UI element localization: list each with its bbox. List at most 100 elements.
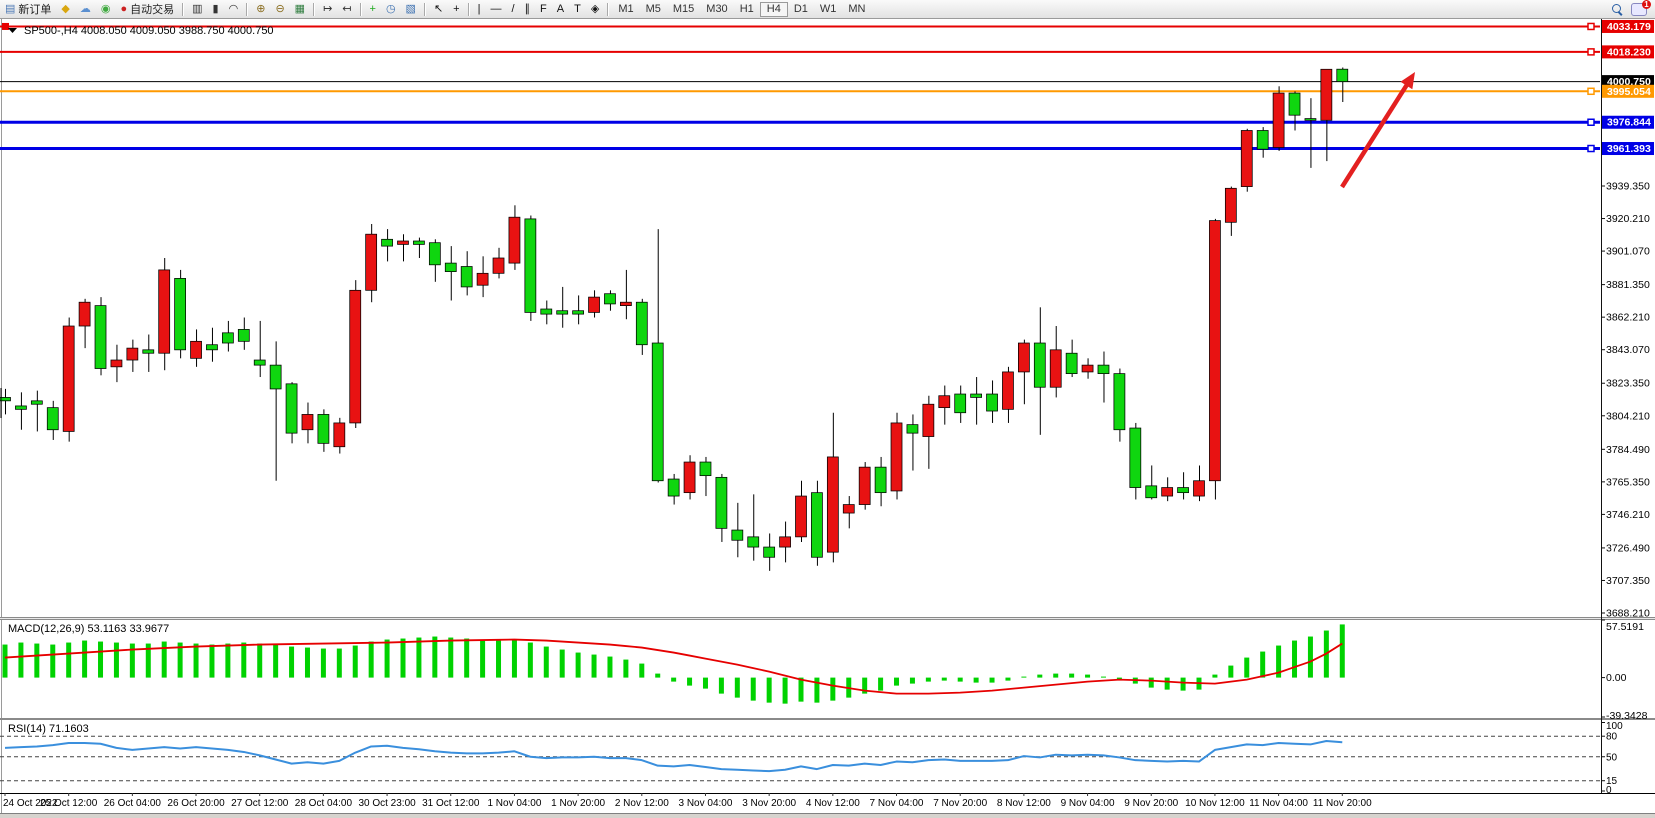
horizontal-lines-layer[interactable]	[0, 22, 1600, 153]
vertical-line-icon[interactable]: |	[473, 1, 486, 17]
resistance-line-2[interactable]	[0, 48, 1600, 56]
chat-icon[interactable]: 1	[1631, 0, 1651, 16]
resistance-line-1-badge: 4033.179	[1602, 19, 1654, 33]
label-icon[interactable]: T	[569, 1, 586, 17]
svg-text:11 Nov 20:00: 11 Nov 20:00	[1313, 798, 1372, 809]
macd-bar	[1164, 677, 1170, 690]
macd-bar	[161, 641, 167, 678]
macd-bar	[607, 656, 613, 678]
line-chart-icon[interactable]: ◠	[224, 1, 244, 17]
zoom-in-icon[interactable]: ⊕	[251, 1, 270, 17]
arrows-icon-icon: ◈	[590, 3, 600, 15]
svg-text:3823.350: 3823.350	[1606, 378, 1650, 390]
svg-text:9 Nov 04:00: 9 Nov 04:00	[1061, 798, 1115, 809]
candle-body	[301, 414, 314, 431]
candle-body	[699, 461, 712, 477]
macd-bar	[1339, 624, 1345, 678]
new-order-button[interactable]: ▤ 新订单	[0, 1, 56, 17]
macd-bar	[543, 646, 549, 678]
candle-body	[30, 400, 43, 405]
macd-bar	[830, 677, 836, 701]
bar-chart-icon[interactable]: ▥	[187, 1, 207, 17]
candle-body	[779, 536, 791, 548]
crosshair-icon[interactable]: +	[448, 1, 464, 17]
macd-bar	[66, 642, 72, 678]
support-line-1[interactable]	[0, 118, 1600, 126]
timeframe-MN[interactable]: MN	[848, 2, 866, 15]
macd-bar	[1053, 673, 1059, 678]
candle-body	[572, 310, 584, 315]
macd-bar	[1260, 651, 1266, 678]
macd-bar	[50, 644, 56, 678]
macd-bar	[591, 654, 597, 678]
zoom-out-icon[interactable]: ⊖	[270, 1, 289, 17]
candle-body	[747, 536, 760, 548]
timeframe-M5[interactable]: M5	[645, 2, 661, 15]
arrow-head	[1400, 72, 1415, 90]
macd-bar	[336, 648, 342, 678]
timeframe-W1[interactable]: W1	[819, 2, 837, 15]
arrows-icon[interactable]: ◈	[586, 1, 604, 17]
horizontal-line-icon[interactable]: —	[485, 1, 506, 17]
autotrade-button[interactable]: ● 自动交易	[115, 1, 179, 17]
timeframe-D1[interactable]: D1	[793, 2, 808, 15]
macd-bar	[511, 639, 517, 678]
orange-level-line[interactable]	[0, 87, 1600, 96]
candle-body	[476, 272, 489, 286]
timeframe-H1[interactable]: H1	[739, 2, 754, 15]
trend-arrow[interactable]	[1340, 72, 1415, 189]
trendline-icon[interactable]: /	[506, 1, 519, 17]
cursor-icon[interactable]: ↖	[429, 1, 448, 17]
chart-shift-icon[interactable]: ↤	[337, 1, 356, 17]
candle-body	[1209, 220, 1221, 482]
auto-scroll-icon[interactable]: ↦	[318, 1, 337, 17]
candle-body	[46, 407, 59, 431]
candle-body	[1161, 487, 1174, 497]
pane-separator[interactable]	[0, 617, 1655, 620]
candle-body	[651, 342, 664, 482]
periods-icon[interactable]: ◷	[381, 1, 401, 17]
timeframe-M1[interactable]: M1	[618, 2, 634, 15]
candle-body	[381, 238, 393, 247]
fibonacci-icon[interactable]: F	[535, 1, 552, 17]
svg-text:28 Oct 04:00: 28 Oct 04:00	[295, 798, 353, 809]
macd-bar	[925, 677, 931, 682]
label-icon-icon: T	[574, 3, 581, 15]
svg-text:1 Nov 04:00: 1 Nov 04:00	[487, 798, 541, 809]
svg-text:26 Oct 20:00: 26 Oct 20:00	[167, 798, 225, 809]
candle-body	[1065, 352, 1078, 375]
publisher-icon[interactable]: ☁	[75, 1, 96, 17]
svg-text:4 Nov 12:00: 4 Nov 12:00	[806, 798, 860, 809]
candle-body	[683, 461, 696, 494]
svg-text:8 Nov 12:00: 8 Nov 12:00	[997, 798, 1051, 809]
funnel-icon[interactable]: ◆	[56, 1, 74, 17]
candle-body	[1129, 427, 1142, 488]
resistance-line-1[interactable]	[0, 22, 1600, 31]
macd-bar	[782, 677, 788, 704]
timeframe-H4[interactable]: H4	[759, 1, 788, 17]
pane-separator[interactable]	[0, 718, 1655, 720]
candle-body	[938, 395, 951, 409]
candle-body	[1018, 342, 1030, 373]
timeframe-M30[interactable]: M30	[706, 2, 728, 15]
zoom-in-icon-icon: ⊕	[256, 3, 266, 15]
macd-bar	[814, 677, 820, 703]
macd-bar	[1069, 673, 1075, 678]
support-line-2[interactable]	[0, 144, 1600, 153]
text-icon[interactable]: A	[552, 1, 569, 17]
macd-bar	[416, 637, 422, 678]
templates-icon[interactable]: ▧	[401, 1, 421, 17]
macd-bar	[1037, 674, 1043, 678]
macd-bar	[129, 643, 135, 678]
candle-body	[269, 364, 282, 390]
tile-windows-icon[interactable]: ▦	[290, 1, 310, 17]
svg-text:3 Nov 20:00: 3 Nov 20:00	[742, 798, 796, 809]
channel-icon[interactable]: ∥	[520, 1, 536, 17]
search-icon[interactable]	[1612, 3, 1623, 16]
candle-body	[667, 478, 680, 497]
candlestick-chart-icon[interactable]: ▮	[208, 1, 224, 17]
indicators-icon[interactable]: +	[365, 1, 381, 17]
broadcast-icon[interactable]: ◉	[96, 1, 116, 17]
timeframe-M15[interactable]: M15	[672, 2, 695, 15]
